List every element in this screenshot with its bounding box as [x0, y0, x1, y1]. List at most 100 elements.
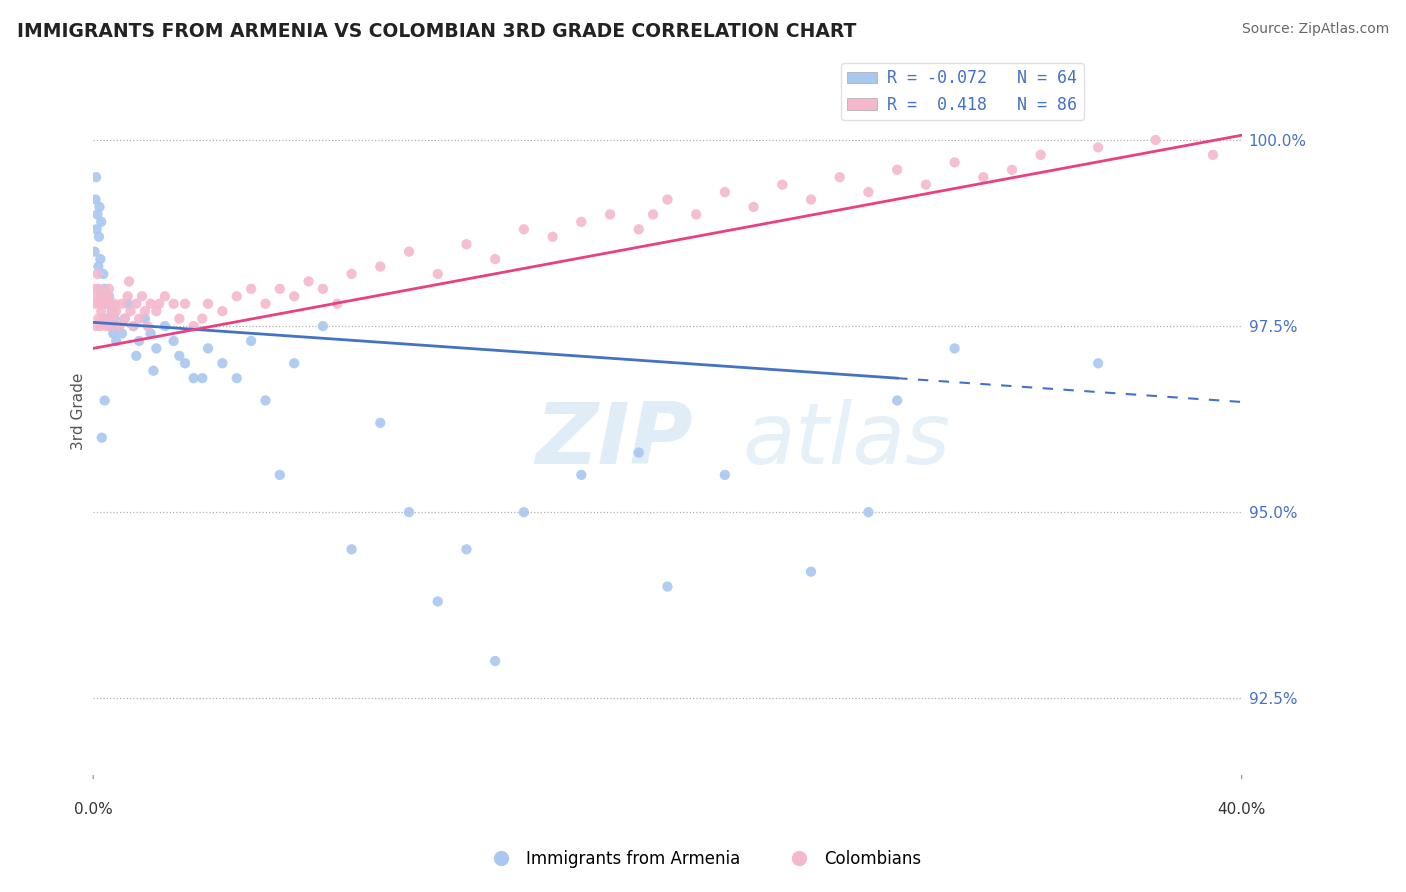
- Point: [93, 297, 115, 311]
- Point: [368, 416, 391, 430]
- Point: [297, 274, 319, 288]
- Point: [1087, 140, 1109, 154]
- Point: [742, 200, 765, 214]
- Point: [541, 229, 564, 244]
- Point: [1244, 133, 1267, 147]
- Text: ZIP: ZIP: [536, 399, 693, 482]
- Point: [886, 393, 908, 408]
- Point: [101, 319, 124, 334]
- Point: [83, 297, 105, 311]
- Point: [858, 185, 880, 199]
- Point: [197, 297, 219, 311]
- Point: [94, 297, 117, 311]
- Point: [162, 334, 184, 348]
- Point: [90, 215, 112, 229]
- Text: Source: ZipAtlas.com: Source: ZipAtlas.com: [1241, 22, 1389, 37]
- Point: [89, 297, 111, 311]
- Point: [943, 342, 966, 356]
- Point: [128, 334, 150, 348]
- Point: [84, 319, 107, 334]
- Point: [139, 297, 162, 311]
- Point: [90, 289, 112, 303]
- Point: [426, 267, 449, 281]
- Point: [87, 311, 110, 326]
- Point: [93, 393, 115, 408]
- Point: [145, 342, 167, 356]
- Point: [340, 542, 363, 557]
- Point: [153, 319, 176, 334]
- Point: [86, 222, 108, 236]
- Point: [105, 334, 128, 348]
- Text: 40.0%: 40.0%: [1218, 802, 1265, 816]
- Point: [122, 319, 145, 334]
- Point: [1029, 148, 1052, 162]
- Point: [100, 319, 122, 334]
- Point: [96, 311, 118, 326]
- Point: [627, 222, 650, 236]
- Point: [197, 342, 219, 356]
- Point: [104, 297, 127, 311]
- Point: [254, 297, 277, 311]
- Point: [105, 304, 128, 318]
- Point: [136, 319, 159, 334]
- Point: [111, 326, 134, 341]
- Point: [569, 215, 592, 229]
- Point: [84, 282, 107, 296]
- Point: [340, 267, 363, 281]
- Point: [1001, 162, 1024, 177]
- Point: [162, 297, 184, 311]
- Point: [86, 267, 108, 281]
- Point: [283, 289, 305, 303]
- Point: [148, 297, 170, 311]
- Point: [89, 319, 111, 334]
- Point: [117, 297, 139, 311]
- Point: [134, 311, 156, 326]
- Point: [89, 200, 111, 214]
- Point: [770, 178, 793, 192]
- Point: [714, 467, 737, 482]
- Point: [145, 304, 167, 318]
- Point: [103, 311, 125, 326]
- Point: [174, 297, 197, 311]
- Point: [94, 319, 117, 334]
- Point: [108, 319, 131, 334]
- Point: [134, 304, 156, 318]
- Point: [91, 311, 114, 326]
- Point: [456, 237, 478, 252]
- Point: [657, 580, 679, 594]
- Point: [108, 319, 131, 334]
- Point: [91, 267, 114, 281]
- Point: [100, 297, 122, 311]
- Point: [1087, 356, 1109, 370]
- Point: [972, 170, 994, 185]
- Point: [87, 260, 110, 274]
- Point: [86, 289, 108, 303]
- Point: [90, 304, 112, 318]
- Point: [657, 193, 679, 207]
- Point: [269, 282, 291, 296]
- Point: [103, 326, 125, 341]
- Point: [83, 244, 105, 259]
- Point: [91, 289, 114, 303]
- Point: [111, 297, 134, 311]
- Point: [98, 311, 121, 326]
- Point: [1144, 133, 1167, 147]
- Point: [120, 304, 142, 318]
- Point: [484, 252, 506, 266]
- Point: [93, 282, 115, 296]
- Point: [240, 334, 263, 348]
- Point: [183, 319, 205, 334]
- Point: [326, 297, 349, 311]
- Text: atlas: atlas: [742, 399, 950, 482]
- Point: [312, 319, 335, 334]
- Point: [225, 289, 247, 303]
- Point: [128, 311, 150, 326]
- Legend: Immigrants from Armenia, Colombians: Immigrants from Armenia, Colombians: [478, 844, 928, 875]
- Point: [211, 304, 233, 318]
- Point: [886, 162, 908, 177]
- Point: [191, 371, 214, 385]
- Point: [191, 311, 214, 326]
- Text: IMMIGRANTS FROM ARMENIA VS COLOMBIAN 3RD GRADE CORRELATION CHART: IMMIGRANTS FROM ARMENIA VS COLOMBIAN 3RD…: [17, 22, 856, 41]
- Point: [139, 326, 162, 341]
- Point: [84, 170, 107, 185]
